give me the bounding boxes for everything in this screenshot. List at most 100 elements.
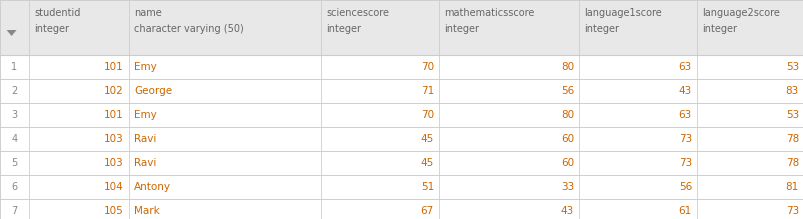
Text: Ravi: Ravi — [134, 158, 156, 168]
Text: 3: 3 — [11, 110, 18, 120]
Bar — [29, 0, 128, 55]
Text: 56: 56 — [678, 182, 691, 192]
Bar — [29, 199, 128, 219]
Bar — [320, 175, 438, 199]
Bar — [578, 0, 696, 55]
Text: 103: 103 — [104, 158, 124, 168]
Text: 71: 71 — [420, 86, 434, 96]
Text: integer: integer — [443, 24, 479, 34]
Bar — [696, 103, 803, 127]
Text: 104: 104 — [104, 182, 124, 192]
Bar — [320, 127, 438, 151]
Bar — [320, 0, 438, 55]
Text: 45: 45 — [420, 134, 434, 144]
Bar — [696, 0, 803, 55]
Text: 83: 83 — [785, 86, 798, 96]
Bar — [128, 151, 320, 175]
Bar — [128, 127, 320, 151]
Text: 2: 2 — [11, 86, 18, 96]
Text: 63: 63 — [678, 110, 691, 120]
Bar — [0, 55, 29, 79]
Text: 45: 45 — [420, 158, 434, 168]
Bar — [0, 79, 29, 103]
Text: 67: 67 — [420, 206, 434, 216]
Bar — [438, 127, 578, 151]
Bar — [29, 55, 128, 79]
Text: 43: 43 — [678, 86, 691, 96]
Text: 6: 6 — [11, 182, 18, 192]
Text: 51: 51 — [420, 182, 434, 192]
Text: sciencescore: sciencescore — [325, 8, 389, 18]
Text: mathematicsscore: mathematicsscore — [443, 8, 534, 18]
Bar — [0, 175, 803, 199]
Bar — [0, 55, 803, 79]
Text: 53: 53 — [785, 62, 798, 72]
Bar — [696, 79, 803, 103]
Bar — [0, 0, 803, 55]
Bar — [128, 103, 320, 127]
Bar — [578, 199, 696, 219]
Text: 73: 73 — [678, 134, 691, 144]
Bar — [696, 199, 803, 219]
Bar — [578, 79, 696, 103]
Bar — [0, 79, 803, 103]
Text: 78: 78 — [785, 158, 798, 168]
Text: 1: 1 — [11, 62, 18, 72]
Text: 63: 63 — [678, 62, 691, 72]
Text: 102: 102 — [104, 86, 124, 96]
Text: 70: 70 — [420, 62, 434, 72]
Text: 53: 53 — [785, 110, 798, 120]
Bar — [320, 151, 438, 175]
Text: name: name — [134, 8, 161, 18]
Text: 80: 80 — [560, 110, 573, 120]
Text: Mark: Mark — [134, 206, 160, 216]
Text: integer: integer — [701, 24, 736, 34]
Text: integer: integer — [583, 24, 618, 34]
Text: 56: 56 — [560, 86, 573, 96]
Bar — [438, 175, 578, 199]
Bar — [696, 151, 803, 175]
Bar — [0, 0, 29, 55]
Text: integer: integer — [34, 24, 69, 34]
Bar — [29, 127, 128, 151]
Text: language1score: language1score — [583, 8, 661, 18]
Bar — [128, 199, 320, 219]
Text: Ravi: Ravi — [134, 134, 156, 144]
Bar — [696, 55, 803, 79]
Bar — [696, 127, 803, 151]
Text: 7: 7 — [11, 206, 18, 216]
Bar — [0, 103, 29, 127]
Text: 78: 78 — [785, 134, 798, 144]
Text: language2score: language2score — [701, 8, 779, 18]
Bar — [438, 199, 578, 219]
Text: Emy: Emy — [134, 110, 157, 120]
Text: 101: 101 — [104, 62, 124, 72]
Text: 5: 5 — [11, 158, 18, 168]
Bar — [128, 0, 320, 55]
Text: 60: 60 — [560, 158, 573, 168]
Bar — [438, 55, 578, 79]
Bar — [578, 175, 696, 199]
Bar — [128, 79, 320, 103]
Text: character varying (50): character varying (50) — [134, 24, 243, 34]
Bar — [0, 199, 803, 219]
Text: Antony: Antony — [134, 182, 171, 192]
Bar — [0, 175, 29, 199]
Text: 43: 43 — [560, 206, 573, 216]
Text: 103: 103 — [104, 134, 124, 144]
Text: 80: 80 — [560, 62, 573, 72]
Bar — [29, 103, 128, 127]
Text: 73: 73 — [785, 206, 798, 216]
Bar — [438, 103, 578, 127]
Bar — [578, 55, 696, 79]
Bar — [320, 103, 438, 127]
Bar — [578, 127, 696, 151]
Text: 33: 33 — [560, 182, 573, 192]
Bar — [0, 127, 803, 151]
Bar — [438, 79, 578, 103]
Bar — [0, 151, 29, 175]
Bar — [128, 175, 320, 199]
Text: 81: 81 — [785, 182, 798, 192]
Bar — [0, 127, 29, 151]
Text: 101: 101 — [104, 110, 124, 120]
